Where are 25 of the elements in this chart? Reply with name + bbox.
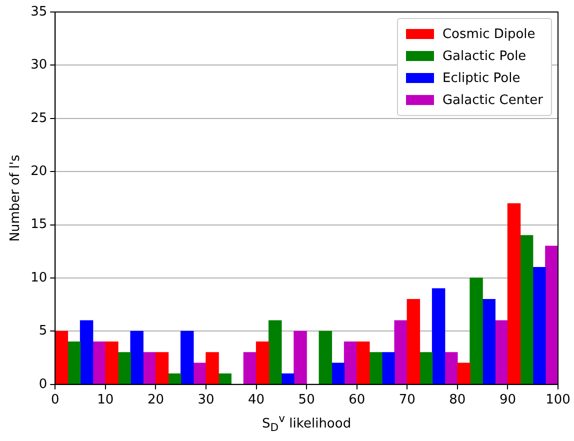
legend-label: Galactic Center: [442, 92, 543, 108]
x-tick-label: 20: [147, 392, 164, 408]
legend-label: Cosmic Dipole: [442, 26, 536, 42]
y-axis-title: Number of l's: [8, 154, 24, 242]
x-tick-label: 40: [248, 392, 265, 408]
y-tick-label: 5: [38, 324, 48, 339]
y-tick-label: 0: [38, 376, 48, 392]
x-tick-label: 50: [298, 392, 315, 408]
x-tick-label: 90: [499, 392, 516, 408]
y-tick-label: 30: [30, 58, 48, 73]
y-tick-label: 15: [30, 217, 48, 232]
x-tick-label: 10: [97, 392, 114, 408]
x-tick-label: 80: [449, 392, 466, 408]
y-tick-label: 25: [30, 110, 48, 126]
x-tick-label: 30: [198, 392, 214, 408]
x-tick-label: 100: [546, 392, 570, 408]
x-axis-title: S$_{D}$$^{v}$ likelihood: [261, 412, 352, 434]
legend-label: Ecliptic Pole: [442, 70, 520, 86]
y-tick-label: 35: [30, 4, 48, 20]
y-tick-label: 20: [30, 164, 48, 179]
x-tick-label: 0: [51, 392, 60, 408]
legend-label: Galactic Pole: [442, 48, 526, 64]
y-tick-label: 10: [30, 270, 48, 286]
x-tick-label: 70: [398, 392, 416, 408]
x-tick-label: 60: [348, 392, 366, 408]
